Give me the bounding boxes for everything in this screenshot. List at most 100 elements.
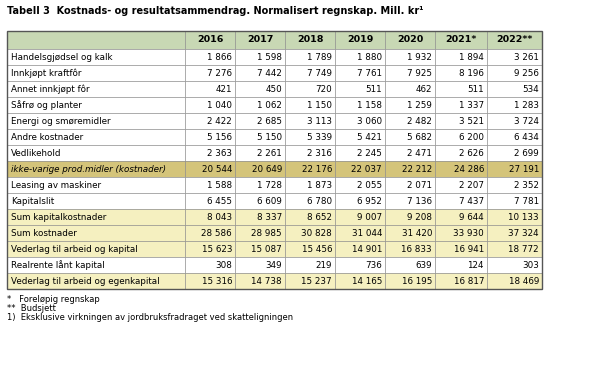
Bar <box>435 129 487 145</box>
Bar <box>385 49 435 65</box>
Bar <box>185 161 235 177</box>
Bar <box>385 31 435 49</box>
Text: 2 071: 2 071 <box>407 180 432 190</box>
Text: 3 113: 3 113 <box>307 117 332 126</box>
Bar <box>185 31 235 49</box>
Bar <box>7 161 185 177</box>
Text: 219: 219 <box>316 261 332 270</box>
Text: 1 894: 1 894 <box>459 53 484 62</box>
Bar <box>235 193 285 209</box>
Bar <box>487 113 542 129</box>
Bar <box>235 145 285 161</box>
Text: 10 133: 10 133 <box>508 212 539 221</box>
Text: 9 208: 9 208 <box>407 212 432 221</box>
Text: Vederlag til arbeid og egenkapital: Vederlag til arbeid og egenkapital <box>11 276 159 285</box>
Text: 639: 639 <box>415 261 432 270</box>
Text: 9 007: 9 007 <box>357 212 382 221</box>
Text: 2 471: 2 471 <box>407 149 432 158</box>
Text: 534: 534 <box>522 85 539 94</box>
Bar <box>7 257 185 273</box>
Text: 31 044: 31 044 <box>351 229 382 238</box>
Bar <box>487 31 542 49</box>
Bar <box>235 161 285 177</box>
Text: 2 055: 2 055 <box>357 180 382 190</box>
Bar <box>285 49 335 65</box>
Text: Leasing av maskiner: Leasing av maskiner <box>11 180 101 190</box>
Text: 349: 349 <box>265 261 282 270</box>
Text: 511: 511 <box>365 85 382 94</box>
Text: 37 324: 37 324 <box>508 229 539 238</box>
Bar <box>185 145 235 161</box>
Text: 22 037: 22 037 <box>351 165 382 173</box>
Bar <box>235 241 285 257</box>
Text: 16 817: 16 817 <box>453 276 484 285</box>
Bar <box>385 129 435 145</box>
Text: 6 434: 6 434 <box>514 132 539 141</box>
Text: Innkjøpt kraftfôr: Innkjøpt kraftfôr <box>11 68 81 78</box>
Text: 22 212: 22 212 <box>402 165 432 173</box>
Text: 15 316: 15 316 <box>202 276 232 285</box>
Text: 14 901: 14 901 <box>351 244 382 253</box>
Text: ikke-varige prod.midler (kostnader): ikke-varige prod.midler (kostnader) <box>11 165 166 173</box>
Bar <box>7 209 185 225</box>
Text: 24 286: 24 286 <box>454 165 484 173</box>
Text: 7 276: 7 276 <box>207 68 232 77</box>
Text: 15 237: 15 237 <box>301 276 332 285</box>
Text: Andre kostnader: Andre kostnader <box>11 132 83 141</box>
Bar <box>7 113 185 129</box>
Bar <box>385 161 435 177</box>
Bar <box>435 97 487 113</box>
Text: 1 873: 1 873 <box>307 180 332 190</box>
Text: 3 724: 3 724 <box>514 117 539 126</box>
Text: 15 623: 15 623 <box>202 244 232 253</box>
Bar <box>335 97 385 113</box>
Bar <box>487 65 542 81</box>
Text: 2 207: 2 207 <box>459 180 484 190</box>
Text: 27 191: 27 191 <box>508 165 539 173</box>
Bar <box>385 177 435 193</box>
Bar <box>385 65 435 81</box>
Bar <box>487 209 542 225</box>
Bar <box>335 65 385 81</box>
Bar <box>7 49 185 65</box>
Bar <box>7 129 185 145</box>
Bar <box>435 49 487 65</box>
Text: 720: 720 <box>315 85 332 94</box>
Text: 5 339: 5 339 <box>307 132 332 141</box>
Bar <box>335 49 385 65</box>
Text: 2 685: 2 685 <box>257 117 282 126</box>
Text: 31 420: 31 420 <box>402 229 432 238</box>
Text: Energi og smøremidler: Energi og smøremidler <box>11 117 111 126</box>
Text: 2 352: 2 352 <box>514 180 539 190</box>
Text: 16 941: 16 941 <box>454 244 484 253</box>
Text: 15 087: 15 087 <box>251 244 282 253</box>
Bar <box>285 257 335 273</box>
Text: 7 442: 7 442 <box>257 68 282 77</box>
Bar <box>285 113 335 129</box>
Text: 2022**: 2022** <box>496 35 533 44</box>
Text: 6 952: 6 952 <box>357 197 382 206</box>
Bar <box>285 193 335 209</box>
Text: Vederlag til arbeid og kapital: Vederlag til arbeid og kapital <box>11 244 138 253</box>
Bar <box>487 145 542 161</box>
Bar <box>487 97 542 113</box>
Bar <box>185 97 235 113</box>
Text: 2020: 2020 <box>397 35 423 44</box>
Text: 7 781: 7 781 <box>514 197 539 206</box>
Text: 16 833: 16 833 <box>401 244 432 253</box>
Text: 1 728: 1 728 <box>257 180 282 190</box>
Text: 33 930: 33 930 <box>453 229 484 238</box>
Text: 2021*: 2021* <box>445 35 477 44</box>
Bar <box>435 209 487 225</box>
Bar <box>7 65 185 81</box>
Bar <box>185 49 235 65</box>
Text: Tabell 3  Kostnads- og resultatsammendrag. Normalisert regnskap. Mill. kr¹: Tabell 3 Kostnads- og resultatsammendrag… <box>7 6 424 16</box>
Text: Sum kostnader: Sum kostnader <box>11 229 77 238</box>
Text: 2 245: 2 245 <box>357 149 382 158</box>
Bar <box>185 209 235 225</box>
Bar <box>335 241 385 257</box>
Bar <box>335 209 385 225</box>
Text: 1 259: 1 259 <box>407 100 432 109</box>
Bar <box>435 81 487 97</box>
Text: 462: 462 <box>416 85 432 94</box>
